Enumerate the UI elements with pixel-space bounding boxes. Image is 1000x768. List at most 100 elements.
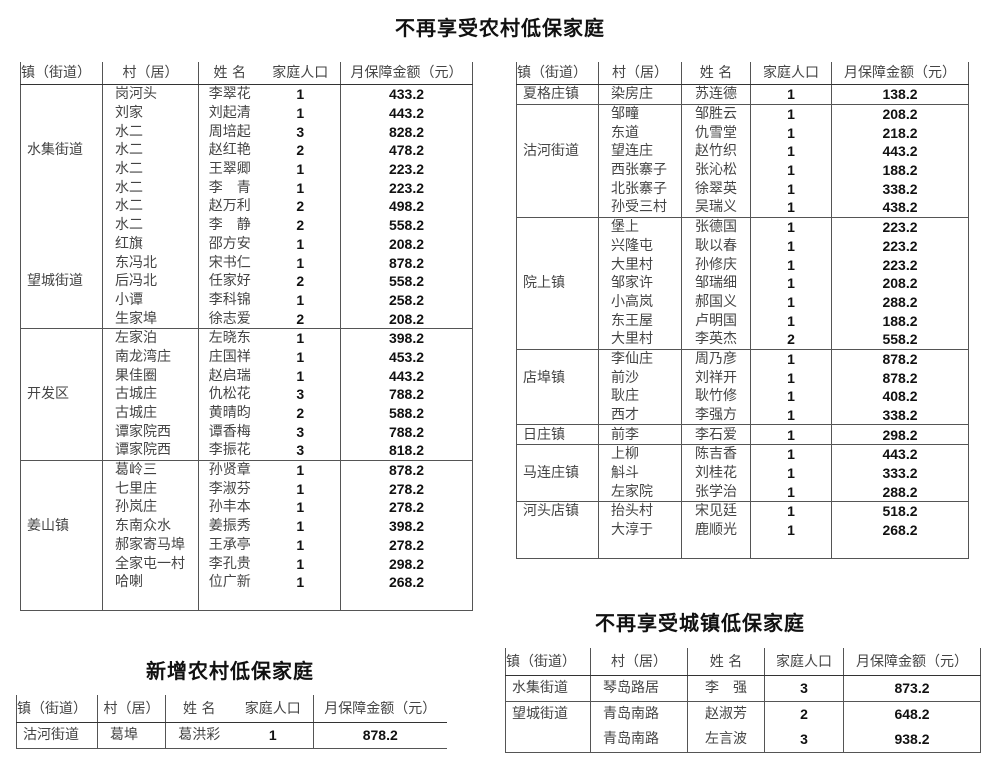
town-cell: 水集街道 <box>505 675 591 702</box>
amount-cell: 873.2 <box>843 675 981 702</box>
table-row: 小高岚 郝国义 1 288.2 <box>516 292 969 312</box>
table-row: 水集街道 水二 赵红艳 2 478.2 <box>20 141 473 160</box>
amount-cell: 223.2 <box>831 216 969 237</box>
amount-cell: 818.2 <box>340 441 473 461</box>
name-cell: 李 强 <box>687 675 765 702</box>
amount-cell: 338.2 <box>831 405 969 425</box>
village-cell: 岗河头 <box>102 84 199 104</box>
table-row: 耿庄 耿竹修 1 408.2 <box>516 387 969 406</box>
table-row: 青岛南路 左言波 3 938.2 <box>505 727 981 753</box>
village-cell: 水二 <box>102 159 199 179</box>
name-cell: 左晓东 <box>198 327 261 348</box>
village-cell: 水二 <box>102 178 199 198</box>
header-monthly-amount: 月保障金额（元） <box>843 648 981 676</box>
town-cell <box>20 572 103 592</box>
name-cell: 赵红艳 <box>198 141 261 160</box>
household-size-cell: 1 <box>296 86 305 103</box>
name-cell: 孙贤章 <box>198 459 261 480</box>
name-cell: 鹿顺光 <box>681 520 751 540</box>
household-size-cell: 1 <box>296 235 305 252</box>
amount-cell: 208.2 <box>340 309 473 329</box>
name-cell: 周培起 <box>198 122 261 142</box>
header-town: 镇（街道） <box>505 648 591 676</box>
amount-cell: 788.2 <box>340 385 473 404</box>
name-cell: 刘桂花 <box>681 463 751 483</box>
household-size-cell: 1 <box>750 405 832 425</box>
name-cell: 陈吉香 <box>681 444 751 464</box>
name-cell: 李 静 <box>198 215 261 235</box>
amount-cell: 453.2 <box>340 347 473 367</box>
town-cell <box>20 479 103 499</box>
village-cell: 郝家寄马埠 <box>102 535 199 555</box>
table-row: 水二 赵万利 2 498.2 <box>20 197 473 216</box>
village-cell: 古城庄 <box>102 385 199 404</box>
amount-cell: 223.2 <box>340 159 473 179</box>
household-size-cell: 2 <box>296 273 305 290</box>
rural-added-title: 新增农村低保家庭 <box>146 659 314 683</box>
table-row: 七里庄 李淑芬 1 278.2 <box>20 479 473 499</box>
town-cell <box>516 444 599 464</box>
town-cell <box>516 329 599 350</box>
town-cell <box>516 311 599 330</box>
table-row: 大淳于 鹿顺光 1 268.2 <box>516 520 969 540</box>
name-cell: 宋见廷 <box>681 501 751 521</box>
blank-cell <box>831 539 969 560</box>
table-row: 古城庄 黄晴昀 2 588.2 <box>20 403 473 423</box>
village-cell: 东南众水 <box>102 516 199 536</box>
header-monthly-amount: 月保障金额（元） <box>831 62 969 85</box>
table-row: 生家埠 徐志爱 2 208.2 <box>20 309 473 329</box>
village-cell: 葛岭三 <box>102 459 199 480</box>
town-cell <box>505 727 591 753</box>
household-size-cell: 1 <box>750 123 832 143</box>
household-size-cell: 1 <box>750 160 832 180</box>
amount-cell: 408.2 <box>831 387 969 406</box>
town-cell <box>20 178 103 198</box>
town-cell <box>516 216 599 237</box>
table-row: 马连庄镇 斛斗 刘桂花 1 333.2 <box>516 463 969 483</box>
header-name: 姓 名 <box>687 648 765 676</box>
table-row: 望城街道 青岛南路 赵淑芳 2 648.2 <box>505 701 981 727</box>
household-size-cell: 2 <box>296 198 305 215</box>
amount-cell: 218.2 <box>831 123 969 143</box>
amount-cell: 338.2 <box>831 179 969 199</box>
header-monthly-amount: 月保障金额（元） <box>313 695 447 723</box>
name-cell: 赵启瑞 <box>198 366 261 385</box>
amount-cell: 288.2 <box>831 482 969 502</box>
name-cell: 张沁松 <box>681 160 751 180</box>
table-row: 葛岭三 孙贤章 1 878.2 <box>20 459 473 480</box>
amount-cell: 208.2 <box>831 103 969 124</box>
village-cell: 小谭 <box>102 290 199 310</box>
household-size-cell: 1 <box>750 482 832 502</box>
village-cell: 水二 <box>102 215 199 235</box>
header-town: 镇（街道） <box>20 62 103 85</box>
amount-cell: 433.2 <box>340 84 473 104</box>
name-cell: 姜振秀 <box>198 516 261 536</box>
header-village: 村（居） <box>102 62 199 85</box>
village-cell: 左家泊 <box>102 327 199 348</box>
village-cell: 望连庄 <box>598 142 682 161</box>
town-cell: 店埠镇 <box>516 368 599 387</box>
name-cell: 张德国 <box>681 216 751 237</box>
name-cell: 宋书仁 <box>198 253 261 272</box>
name-cell: 吴瑞义 <box>681 198 751 218</box>
amount-cell: 443.2 <box>831 444 969 464</box>
household-size-cell: 2 <box>764 701 844 727</box>
name-cell: 李翠花 <box>198 84 261 104</box>
table-row: 水二李 静 2 558.2 <box>20 215 473 235</box>
household-size-cell: 1 <box>750 424 832 445</box>
town-cell <box>516 103 599 124</box>
village-cell: 水二 <box>102 197 199 216</box>
village-cell: 西张寨子 <box>598 160 682 180</box>
household-size-cell: 3 <box>764 675 844 702</box>
table-row: 东道 仇雪堂 1 218.2 <box>516 123 969 143</box>
household-size-cell: 3 <box>296 442 305 459</box>
household-size-cell: 1 <box>296 480 305 497</box>
name-cell: 徐志爱 <box>198 309 261 329</box>
town-cell <box>20 554 103 573</box>
blank-cell <box>598 539 682 560</box>
table-row: 望城街道 后冯北 任家好 2 558.2 <box>20 271 473 291</box>
village-cell: 上柳 <box>598 444 682 464</box>
household-size-cell: 1 <box>750 236 832 256</box>
table-row: 水二李 青 1 223.2 <box>20 178 473 198</box>
table-row: 开发区 古城庄 仇松花 3 788.2 <box>20 385 473 404</box>
